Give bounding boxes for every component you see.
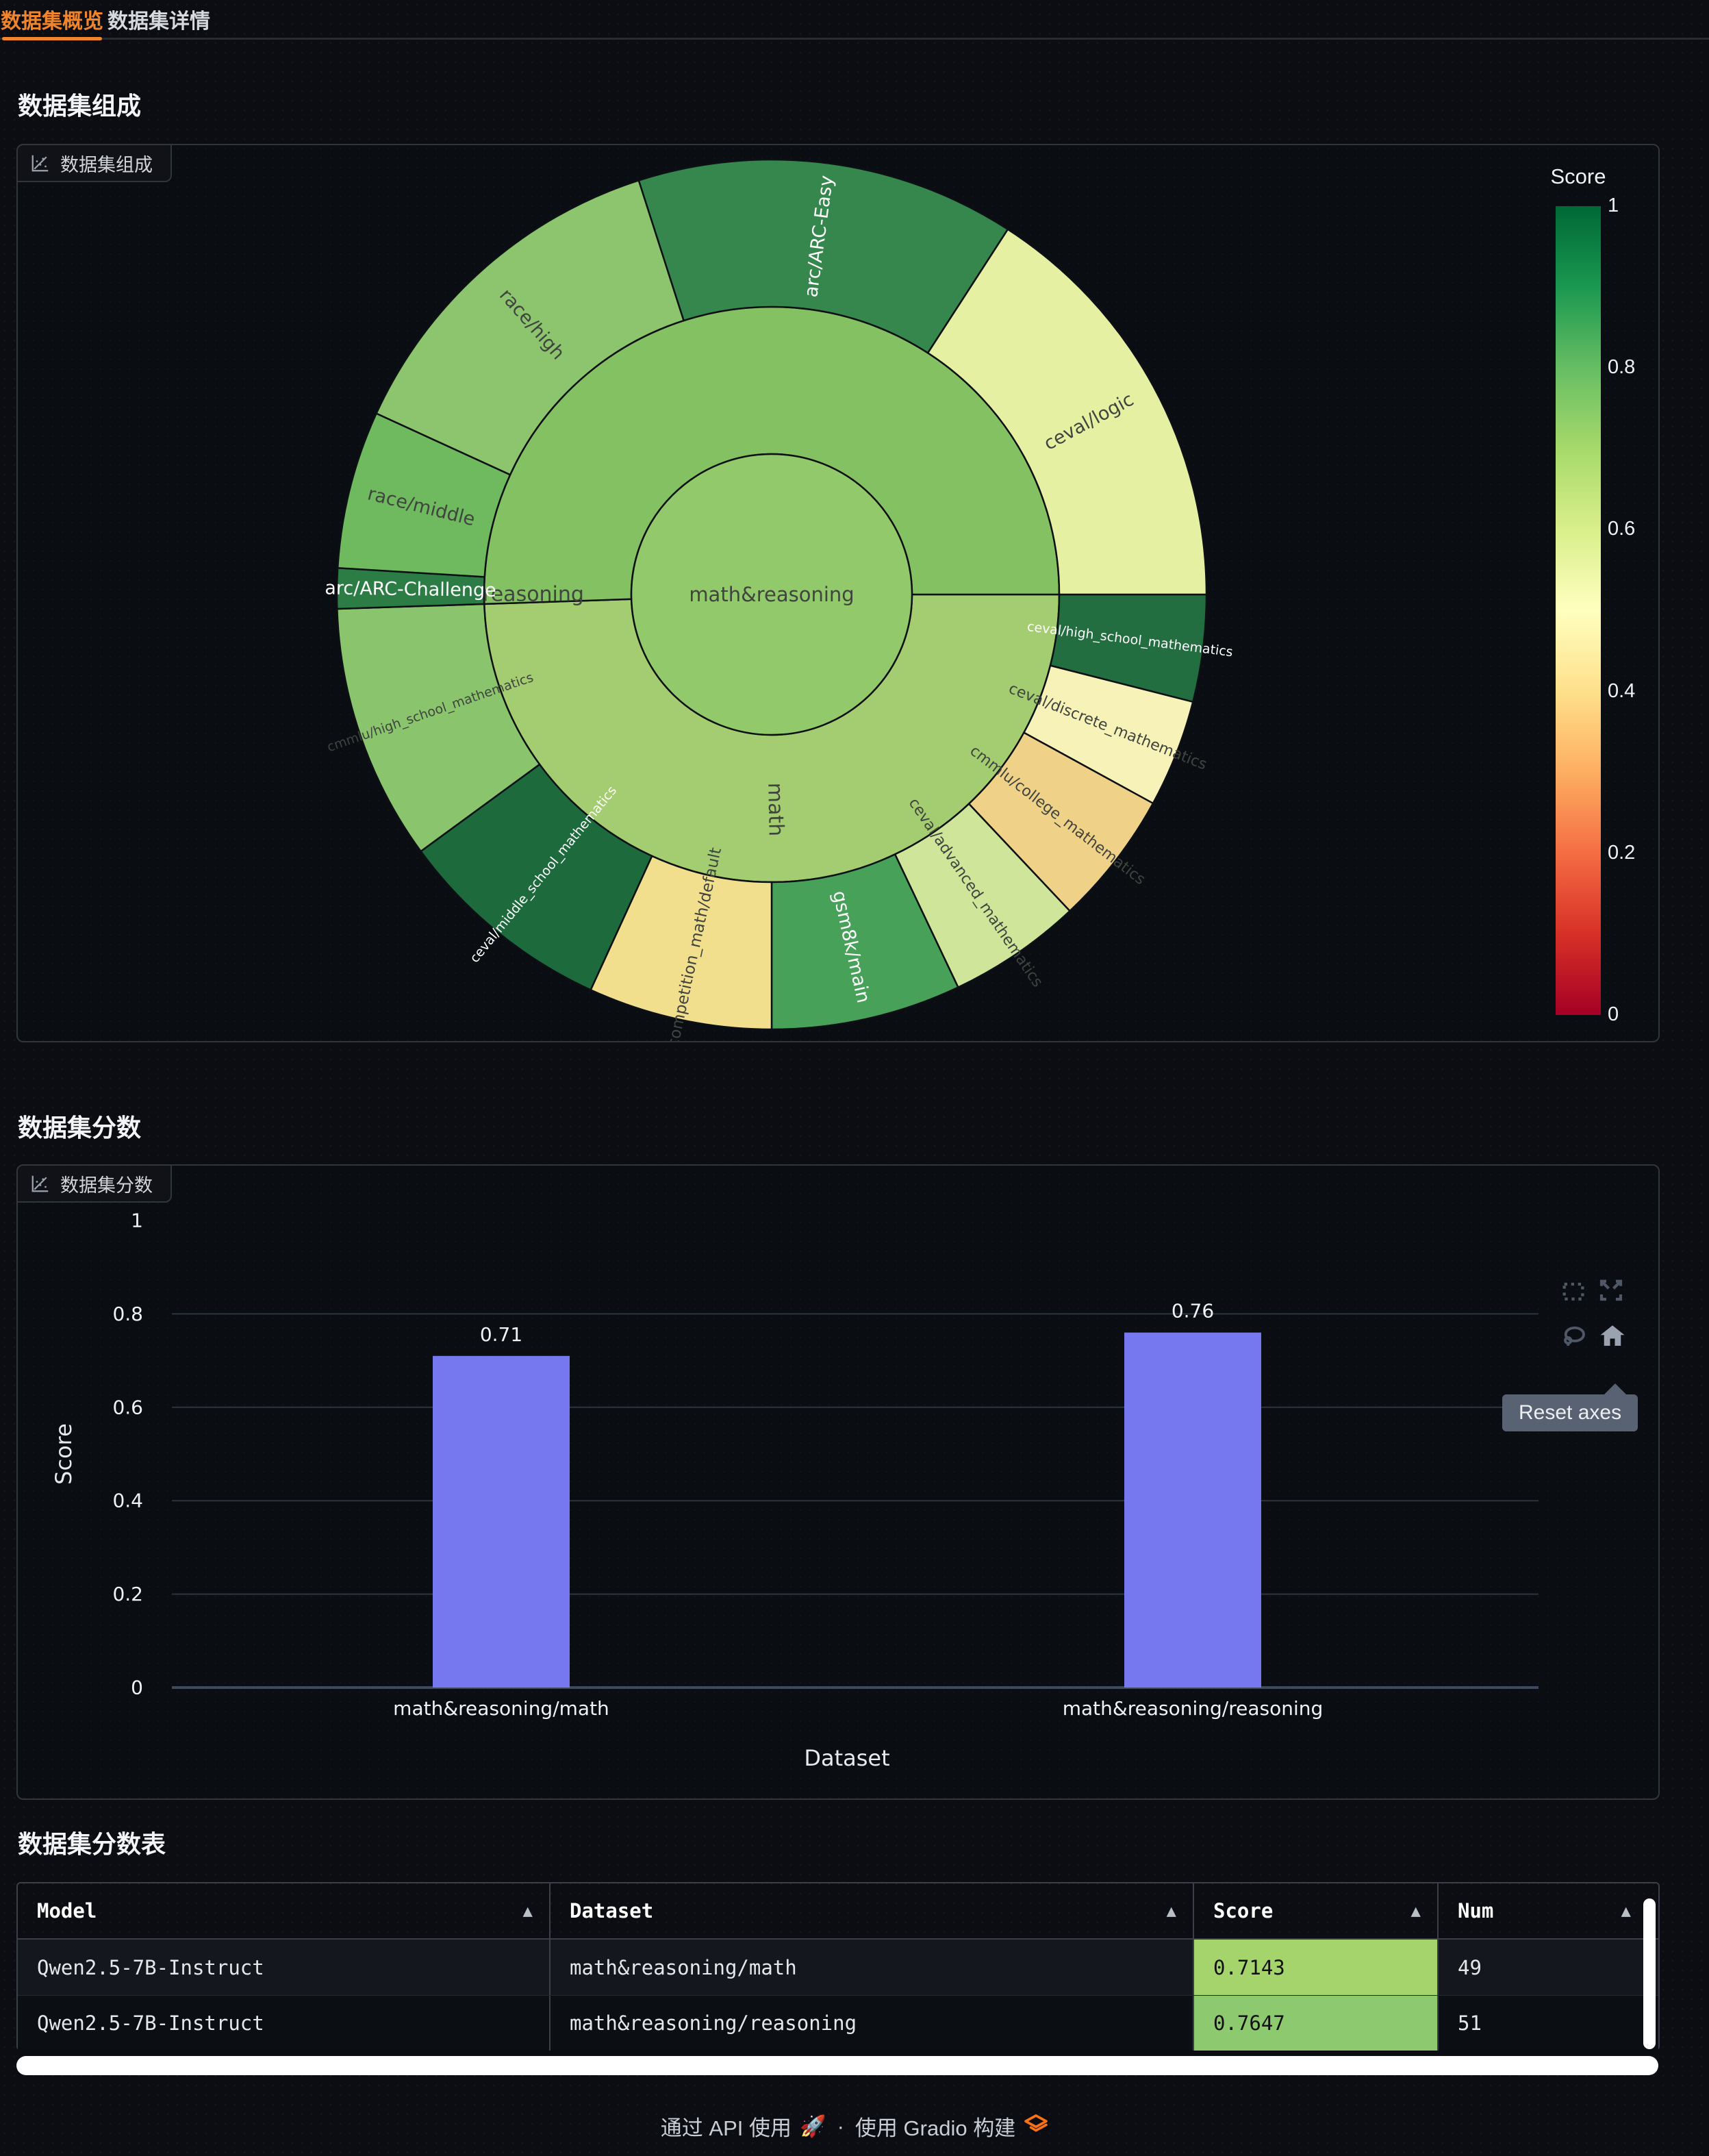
bar-value-label: 0.71: [480, 1323, 522, 1346]
column-header-num[interactable]: Num ▲: [1437, 1883, 1658, 1938]
reset-axes-home-icon[interactable]: [1598, 1322, 1628, 1352]
x-tick-label: math&reasoning/reasoning: [1063, 1697, 1324, 1720]
column-header-dataset[interactable]: Dataset ▲: [549, 1883, 1193, 1938]
y-tick-label: 0.2: [112, 1583, 143, 1605]
sunburst-segment-arc/ARC-Easy[interactable]: [637, 158, 1009, 355]
sort-ascending-icon[interactable]: ▲: [522, 1901, 533, 1920]
reset-axes-tooltip: Reset axes: [1502, 1383, 1638, 1431]
y-tick-label: 0.8: [112, 1303, 143, 1325]
sunburst-chart[interactable]: math&reasoningmathreasoningceval/high_sc…: [18, 145, 1658, 1049]
cell-model: Qwen2.5-7B-Instruct: [37, 1955, 264, 1979]
cell-num: 51: [1437, 1996, 1658, 2051]
cell-num: 49: [1437, 1940, 1658, 1995]
table-vertical-scrollbar[interactable]: [1643, 1898, 1656, 2049]
column-header-num-label: Num: [1458, 1899, 1494, 1922]
column-header-model-label: Model: [37, 1899, 97, 1922]
line-chart-icon: [30, 153, 51, 173]
sunburst-branch-label: math: [763, 782, 787, 836]
active-tab-underline: [2, 37, 102, 40]
sunburst-branch-label: reasoning: [483, 583, 584, 607]
column-header-score[interactable]: Score ▲: [1193, 1883, 1437, 1938]
bar-chart[interactable]: 0 0.2 0.4 0.6 0.8 1 0.71 math&reasoning/math 0.7…: [18, 1166, 1658, 1798]
bar-value-label: 0.76: [1172, 1300, 1214, 1323]
y-tick-label: 0.4: [112, 1490, 143, 1512]
sunburst-segment-race/high[interactable]: [375, 179, 685, 476]
gradio-logo-icon: [1024, 2114, 1048, 2140]
tab-bar: 数据集概览 数据集详情: [0, 0, 1709, 40]
lasso-select-icon[interactable]: [1560, 1322, 1590, 1352]
composition-chip-label: 数据集组成: [60, 154, 153, 175]
bar-math&reasoning/reasoning[interactable]: [1124, 1332, 1261, 1688]
section-title-composition: 数据集组成: [18, 92, 142, 120]
line-chart-icon: [30, 1173, 51, 1194]
y-tick-label: 0.6: [112, 1396, 143, 1418]
use-via-api-label: 通过 API 使用: [660, 2116, 792, 2140]
scores-plot-container: 数据集分数 0 0.2 0.4 0.6 0.8 1 0.71 math&reasoning/m…: [16, 1164, 1660, 1800]
section-title-scores: 数据集分数: [18, 1114, 142, 1142]
y-tick-label: 0: [131, 1677, 143, 1699]
scores-chip-label: 数据集分数: [60, 1175, 153, 1196]
column-header-dataset-label: Dataset: [570, 1899, 654, 1922]
x-tick-label: math&reasoning/math: [393, 1697, 609, 1720]
scores-table: Model ▲ Dataset ▲ Score ▲ Num ▲ Qwen2.5-…: [16, 1882, 1660, 2051]
colorbar-tick-label: 0.4: [1608, 679, 1636, 702]
rocket-icon: 🚀: [799, 2114, 826, 2138]
table-horizontal-scrollbar[interactable]: [16, 2056, 1658, 2075]
cell-dataset: math&reasoning/math: [549, 1940, 1193, 1995]
section-title-table: 数据集分数表: [18, 1830, 166, 1858]
table-row: Qwen2.5-7B-Instruct math&reasoning/reaso…: [18, 1995, 1658, 2051]
colorbar-gradient: [1556, 206, 1601, 1015]
built-with-gradio-link[interactable]: 使用 Gradio 构建: [855, 2111, 1048, 2142]
sunburst-root-label: math&reasoning: [689, 583, 854, 606]
footer: 通过 API 使用 🚀 · 使用 Gradio 构建: [0, 2111, 1709, 2142]
colorbar-tick-label: 0.8: [1608, 356, 1636, 379]
footer-separator: ·: [837, 2114, 844, 2138]
x-axis-title: Dataset: [804, 1745, 889, 1771]
autoscale-icon[interactable]: [1597, 1275, 1627, 1305]
reset-axes-tooltip-text: Reset axes: [1519, 1401, 1622, 1424]
use-via-api-link[interactable]: 通过 API 使用 🚀: [661, 2111, 826, 2142]
sort-ascending-icon[interactable]: ▲: [1621, 1901, 1631, 1920]
table-header-row: Model ▲ Dataset ▲ Score ▲ Num ▲: [18, 1883, 1658, 1940]
colorbar-tick-label: 1: [1608, 195, 1619, 216]
cell-model: Qwen2.5-7B-Instruct: [37, 2011, 264, 2035]
y-axis-title: Score: [51, 1423, 77, 1485]
cell-score: 0.7143: [1193, 1940, 1437, 1995]
y-tick-label: 1: [131, 1209, 143, 1232]
sort-ascending-icon[interactable]: ▲: [1410, 1901, 1421, 1920]
composition-plot-chip: 数据集组成: [16, 144, 172, 182]
sort-ascending-icon[interactable]: ▲: [1166, 1901, 1176, 1920]
tab-dataset-detail[interactable]: 数据集详情: [104, 0, 214, 38]
sunburst-leaf-label: arc/ARC-Challenge: [325, 577, 496, 601]
tab-dataset-overview[interactable]: 数据集概览: [0, 0, 104, 38]
box-select-icon[interactable]: [1560, 1277, 1590, 1307]
tooltip-arrow: [1604, 1383, 1627, 1395]
sunburst-segment-ceval/logic[interactable]: [926, 228, 1208, 596]
colorbar-tick-label: 0.6: [1608, 518, 1636, 540]
column-header-model[interactable]: Model ▲: [18, 1883, 549, 1938]
tab-detail-label: 数据集详情: [107, 10, 210, 33]
scores-plot-chip: 数据集分数: [16, 1164, 172, 1203]
tab-overview-label: 数据集概览: [1, 10, 103, 33]
colorbar-tick-label: 0: [1608, 1003, 1619, 1025]
bar-math&reasoning/math[interactable]: [433, 1355, 570, 1688]
built-with-gradio-label: 使用 Gradio 构建: [854, 2116, 1016, 2140]
colorbar-title: Score: [1550, 164, 1606, 188]
cell-dataset: math&reasoning/reasoning: [549, 1996, 1193, 2051]
sunburst-root-segment[interactable]: [630, 453, 913, 736]
composition-plot-container: 数据集组成 math&reasoning math reasoning ceval/h…: [16, 144, 1660, 1049]
colorbar-tick-label: 0.2: [1608, 841, 1636, 864]
column-header-score-label: Score: [1213, 1899, 1274, 1922]
table-row: Qwen2.5-7B-Instruct math&reasoning/math …: [18, 1940, 1658, 1995]
cell-score: 0.7647: [1193, 1996, 1437, 2051]
